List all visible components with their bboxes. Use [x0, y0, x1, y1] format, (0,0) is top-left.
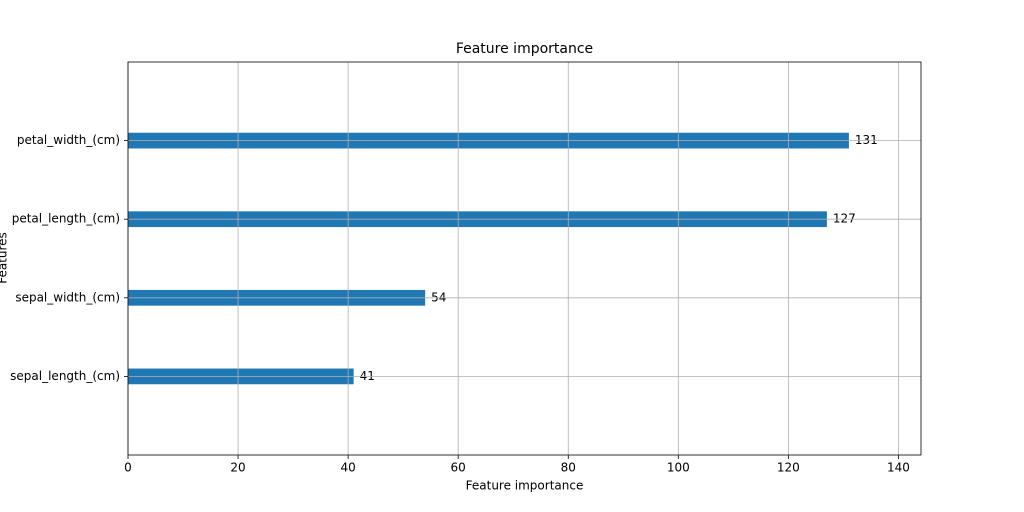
y-tick-label: sepal_length_(cm)	[10, 369, 120, 383]
data-label: 127	[833, 212, 856, 226]
data-label: 54	[431, 290, 446, 304]
y-tick-label: petal_width_(cm)	[17, 133, 120, 147]
plot-frame	[127, 61, 922, 456]
x-tick-label: 80	[561, 461, 576, 475]
y-tick-label: petal_length_(cm)	[12, 212, 120, 226]
y-axis-label: Features	[0, 232, 10, 284]
data-label: 131	[855, 133, 878, 147]
x-tick-label: 100	[667, 461, 690, 475]
x-tick-label: 60	[451, 461, 466, 475]
x-tick-label: 0	[124, 461, 132, 475]
x-tick-label: 140	[887, 461, 910, 475]
x-tick-label: 120	[777, 461, 800, 475]
chart-title: Feature importance	[456, 41, 593, 57]
x-tick-label: 20	[230, 461, 245, 475]
x-axis-label: Feature importance	[466, 479, 584, 493]
x-tick-label: 40	[340, 461, 355, 475]
y-tick-label: sepal_width_(cm)	[15, 290, 120, 304]
data-label: 41	[360, 369, 375, 383]
